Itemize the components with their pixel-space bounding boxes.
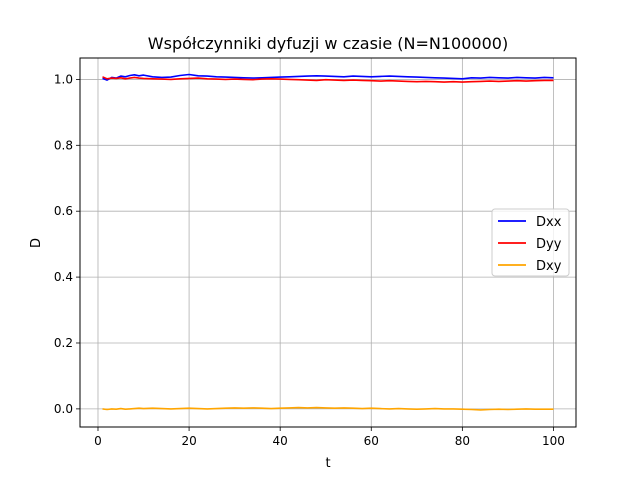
x-tick-label: 80 bbox=[455, 434, 470, 448]
series-lines bbox=[102, 73, 554, 411]
legend-label-dxy: Dxy bbox=[536, 259, 562, 274]
y-tick-label: 0.8 bbox=[54, 138, 73, 152]
x-tick-label: 20 bbox=[181, 434, 196, 448]
chart-title: Współczynniki dyfuzji w czasie (N=N10000… bbox=[148, 34, 508, 53]
legend-box bbox=[491, 208, 570, 277]
legend-label-dxx: Dxx bbox=[536, 215, 562, 230]
axis-ticks: 0 20 40 60 80 100 0.0 0.2 0.4 0.6 0.8 1.0 bbox=[54, 72, 565, 448]
series-line-dxx bbox=[102, 73, 554, 81]
legend-label-dyy: Dyy bbox=[536, 237, 562, 252]
x-axis-label: t bbox=[325, 456, 330, 471]
y-tick-label: 1.0 bbox=[54, 72, 73, 86]
series-line-dxy bbox=[102, 406, 554, 411]
legend: Dxx Dyy Dxy bbox=[491, 208, 570, 277]
y-tick-label: 0.4 bbox=[54, 270, 73, 284]
y-tick-label: 0.0 bbox=[54, 402, 73, 416]
x-tick-label: 60 bbox=[364, 434, 379, 448]
y-tick-label: 0.2 bbox=[54, 336, 73, 350]
x-tick-label: 0 bbox=[94, 434, 102, 448]
y-tick-label: 0.6 bbox=[54, 204, 73, 218]
series-line-dyy bbox=[102, 76, 554, 83]
x-tick-label: 40 bbox=[273, 434, 288, 448]
y-axis-label: D bbox=[29, 238, 44, 248]
x-tick-label: 100 bbox=[542, 434, 565, 448]
plot-frame bbox=[79, 57, 577, 428]
